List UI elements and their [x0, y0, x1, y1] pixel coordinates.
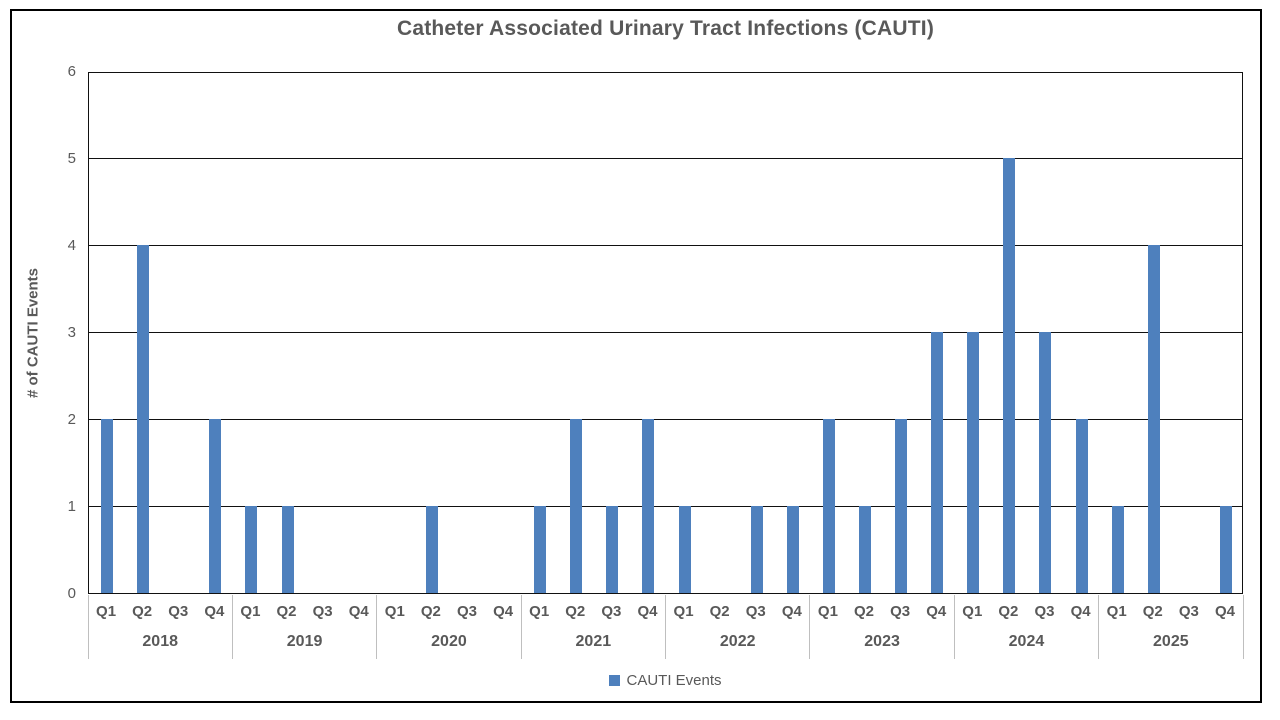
year-label-2023: 2023	[864, 633, 900, 650]
bar-2019-Q1	[245, 506, 258, 593]
year-separator	[1098, 595, 1100, 659]
quarter-label-2021-Q2: Q2	[565, 603, 586, 620]
y-tick-label-1: 1	[67, 498, 76, 515]
chart-title: Catheter Associated Urinary Tract Infect…	[396, 17, 935, 40]
bar-2022-Q4	[786, 506, 799, 593]
y-tick-label-0: 0	[67, 585, 76, 602]
gridline-1	[89, 505, 1242, 507]
year-separator	[809, 595, 811, 659]
year-label-2025: 2025	[1153, 633, 1189, 650]
y-tick-label-3: 3	[67, 324, 76, 341]
bar-2023-Q3	[895, 419, 908, 593]
quarter-label-2021-Q3: Q3	[601, 603, 622, 620]
quarter-label-2024-Q3: Q3	[1034, 603, 1055, 620]
y-tick-label-6: 6	[67, 63, 76, 80]
year-label-2024: 2024	[1008, 633, 1045, 650]
quarter-label-2021-Q1: Q1	[529, 603, 550, 620]
bar-2018-Q1	[101, 419, 114, 593]
bar-2021-Q4	[642, 419, 655, 593]
year-label-2021: 2021	[575, 633, 612, 650]
quarter-label-2025-Q2: Q2	[1142, 603, 1163, 620]
quarter-label-2025-Q4: Q4	[1214, 603, 1235, 620]
gridline-2	[89, 418, 1242, 420]
quarter-label-2023-Q3: Q3	[890, 603, 911, 620]
bar-2025-Q1	[1111, 506, 1124, 593]
quarter-label-2023-Q1: Q1	[817, 603, 838, 620]
bar-2025-Q4	[1219, 506, 1232, 593]
quarter-label-2022-Q4: Q4	[781, 603, 802, 620]
y-tick-label-2: 2	[67, 411, 76, 428]
bar-2019-Q2	[281, 506, 294, 593]
legend-marker-icon	[609, 675, 621, 686]
y-tick-label-5: 5	[67, 150, 76, 167]
quarter-label-2022-Q1: Q1	[673, 603, 694, 620]
year-separator	[87, 595, 89, 659]
quarter-label-2020-Q4: Q4	[493, 603, 514, 620]
bar-2023-Q4	[931, 332, 944, 593]
bar-2024-Q2	[1003, 158, 1016, 593]
bar-2021-Q2	[570, 419, 583, 593]
quarter-label-2023-Q4: Q4	[926, 603, 947, 620]
bar-2022-Q1	[678, 506, 691, 593]
year-separator	[665, 595, 666, 659]
quarter-label-2022-Q2: Q2	[709, 603, 730, 620]
quarter-label-2021-Q4: Q4	[637, 603, 658, 620]
bar-2025-Q2	[1147, 245, 1160, 593]
quarter-label-2018-Q1: Q1	[96, 603, 117, 620]
bar-2021-Q3	[606, 506, 619, 593]
bar-2020-Q2	[425, 506, 438, 593]
year-label-2019: 2019	[286, 633, 323, 650]
year-separator	[1242, 595, 1244, 659]
y-tick-label-4: 4	[67, 237, 76, 254]
bar-2023-Q1	[822, 419, 835, 593]
quarter-label-2018-Q4: Q4	[204, 603, 225, 620]
year-separator	[376, 595, 378, 659]
plot-area	[88, 72, 1243, 594]
bar-2024-Q4	[1075, 419, 1088, 593]
bar-2021-Q1	[534, 506, 547, 593]
legend: CAUTI Events	[88, 672, 1243, 689]
quarter-label-2020-Q2: Q2	[420, 603, 441, 620]
quarter-label-2022-Q3: Q3	[745, 603, 766, 620]
year-separator	[231, 595, 233, 659]
quarter-label-2018-Q3: Q3	[168, 603, 189, 620]
gridline-5	[89, 157, 1242, 159]
quarter-label-2023-Q2: Q2	[854, 603, 875, 620]
quarter-label-2019-Q2: Q2	[276, 603, 297, 620]
quarter-label-2024-Q2: Q2	[998, 603, 1019, 620]
legend-label: CAUTI Events	[626, 672, 722, 689]
year-label-2018: 2018	[142, 633, 178, 650]
quarter-label-2019-Q1: Q1	[240, 603, 261, 620]
bar-2023-Q2	[859, 506, 872, 593]
bar-2018-Q2	[137, 245, 150, 593]
year-separator	[520, 595, 522, 659]
bar-2022-Q3	[750, 506, 763, 593]
quarter-label-2024-Q1: Q1	[962, 603, 983, 620]
quarter-label-2024-Q4: Q4	[1070, 603, 1091, 620]
year-label-2022: 2022	[719, 633, 756, 650]
gridline-3	[89, 331, 1242, 333]
bar-2018-Q4	[209, 419, 222, 593]
bar-2024-Q3	[1039, 332, 1052, 593]
gridline-4	[89, 244, 1242, 246]
quarter-label-2019-Q3: Q3	[312, 603, 333, 620]
quarter-label-2020-Q3: Q3	[456, 603, 477, 620]
bar-2024-Q1	[967, 332, 980, 593]
quarter-label-2018-Q2: Q2	[132, 603, 153, 620]
year-separator	[953, 595, 955, 659]
quarter-label-2025-Q3: Q3	[1178, 603, 1199, 620]
quarter-label-2019-Q4: Q4	[348, 603, 369, 620]
quarter-label-2020-Q1: Q1	[384, 603, 405, 620]
year-label-2020: 2020	[431, 633, 467, 650]
quarter-label-2025-Q1: Q1	[1106, 603, 1127, 620]
